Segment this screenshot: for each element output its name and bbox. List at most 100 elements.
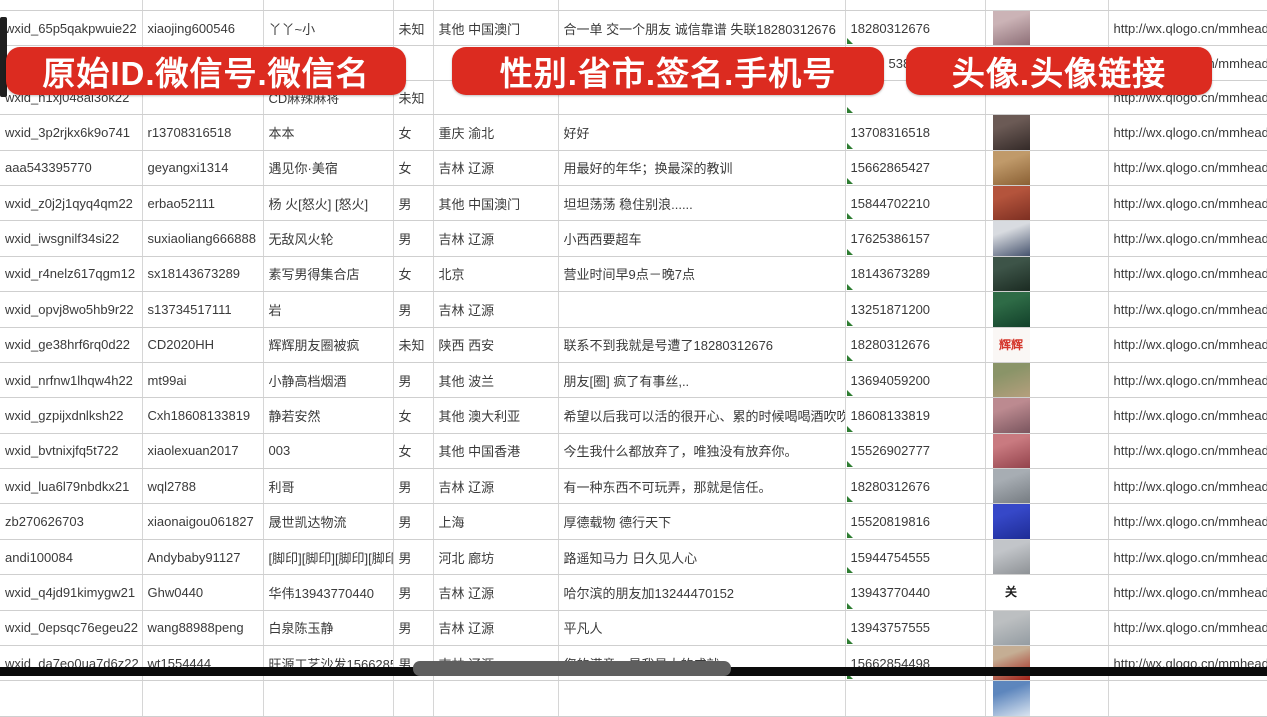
cell-wxid[interactable]: wxid_3p2rjkx6k9o741 [0, 114, 143, 151]
cell-wxid[interactable]: wxid_r4nelz617qgm12 [0, 256, 143, 293]
cell-wxid[interactable]: wxid_opvj8wo5hb9r22 [0, 291, 143, 328]
cell-wxid[interactable]: aaa543395770 [0, 150, 143, 186]
cell-signature[interactable]: 用最好的年华；换最深的教训 [558, 150, 846, 186]
cell-wxid[interactable]: wxid_gzpijxdnlksh22 [0, 397, 143, 434]
cell-region[interactable]: 吉林 辽源 [433, 610, 559, 647]
cell-phone[interactable]: 18280312676 [845, 327, 986, 363]
cell-region[interactable]: 重庆 渝北 [433, 114, 559, 151]
cell-signature[interactable]: 希望以后我可以活的很开心、累的时候喝喝酒吹吹[ [558, 397, 846, 434]
cell-signature[interactable]: 厚德载物 德行天下 [558, 503, 846, 540]
cell-wxid[interactable]: wxid_z0j2j1qyq4qm22 [0, 185, 143, 222]
cell-avatar[interactable]: 关 [985, 574, 1109, 611]
cell-wechat-id[interactable] [142, 680, 264, 717]
cell-avatar-url[interactable]: http://wx.qlogo.cn/mmhead [1108, 574, 1267, 611]
cell-wechat-id[interactable]: Andybaby91127 [142, 539, 264, 576]
cell-avatar[interactable] [985, 114, 1109, 151]
cell-avatar-url[interactable]: http://wx.qlogo.cn/mmhead [1108, 468, 1267, 505]
cell-gender[interactable]: 未知 [393, 10, 434, 47]
cell-phone[interactable]: 15944754555 [845, 539, 986, 576]
cell-avatar[interactable] [985, 433, 1109, 470]
cell-avatar-url[interactable] [1108, 680, 1267, 717]
cell-signature[interactable]: 平凡人 [558, 610, 846, 647]
cell-nickname[interactable]: [脚印][脚印][脚印][脚印 [263, 539, 394, 576]
cell-gender[interactable]: 男 [393, 468, 434, 505]
cell-nickname[interactable]: 杨 火[怒火] [怒火] [263, 185, 394, 222]
cell-signature[interactable]: 路遥知马力 日久见人心 [558, 539, 846, 576]
cell-region[interactable]: 其他 中国澳门 [433, 185, 559, 222]
cell-gender[interactable]: 女 [393, 433, 434, 470]
cell-region[interactable]: 其他 中国澳门 [433, 10, 559, 47]
scrubber-handle[interactable] [413, 661, 731, 676]
cell-wechat-id[interactable]: CD2020HH [142, 327, 264, 363]
cell-gender[interactable]: 男 [393, 185, 434, 222]
cell-gender[interactable]: 女 [393, 397, 434, 434]
cell-avatar-url[interactable]: http://wx.qlogo.cn/mmhead [1108, 503, 1267, 540]
cell-wechat-id[interactable]: r13708316518 [142, 114, 264, 151]
cell-phone[interactable]: 15662865427 [845, 150, 986, 186]
cell-avatar-url[interactable]: http://wx.qlogo.cn/mmhead [1108, 185, 1267, 222]
cell-nickname[interactable]: 白泉陈玉静 [263, 610, 394, 647]
cell-wxid[interactable]: wxid_lua6l79nbdkx21 [0, 468, 143, 505]
cell-avatar[interactable] [985, 397, 1109, 434]
cell-wxid[interactable]: wxid_65p5qakpwuie22 [0, 10, 143, 47]
cell-region[interactable]: 其他 中国香港 [433, 433, 559, 470]
cell-gender[interactable]: 男 [393, 539, 434, 576]
cell-avatar[interactable] [985, 468, 1109, 505]
cell-gender[interactable]: 男 [393, 220, 434, 257]
cell-avatar[interactable] [985, 610, 1109, 647]
cell-phone[interactable]: 15526902777 [845, 433, 986, 470]
cell-gender[interactable]: 男 [393, 503, 434, 540]
cell-signature[interactable]: 营业时间早9点－晚7点 [558, 256, 846, 293]
cell-region[interactable]: 河北 廊坊 [433, 539, 559, 576]
cell-phone[interactable]: 13694059200 [845, 362, 986, 399]
cell-wxid[interactable]: wxid_bvtnixjfq5t722 [0, 433, 143, 470]
cell-avatar-url[interactable]: http://wx.qlogo.cn/mmhead [1108, 327, 1267, 363]
cell-phone[interactable] [845, 680, 986, 717]
cell-avatar[interactable] [985, 256, 1109, 293]
cell-wechat-id[interactable]: s13734517111 [142, 291, 264, 328]
cell-gender[interactable]: 未知 [393, 327, 434, 363]
cell-signature[interactable]: 合一单 交一个朋友 诚信靠谱 失联18280312676 [558, 10, 846, 47]
cell-avatar-url[interactable]: http://wx.qlogo.cn/mmhead [1108, 291, 1267, 328]
cell-avatar-url[interactable]: http://wx.qlogo.cn/mmhead [1108, 433, 1267, 470]
cell-wxid[interactable]: wxid_nrfnw1lhqw4h22 [0, 362, 143, 399]
cell-gender[interactable]: 男 [393, 574, 434, 611]
cell-phone[interactable]: 18280312676 [845, 468, 986, 505]
cell-nickname[interactable]: 晟世凯达物流 [263, 503, 394, 540]
cell-nickname[interactable]: 003 [263, 433, 394, 470]
cell-signature[interactable]: 今生我什么都放弃了，唯独没有放弃你。 [558, 433, 846, 470]
cell-gender[interactable]: 男 [393, 362, 434, 399]
cell-avatar-url[interactable]: http://wx.qlogo.cn/mmhead [1108, 10, 1267, 47]
cell-signature[interactable]: 联系不到我就是号遭了18280312676 [558, 327, 846, 363]
cell-nickname[interactable] [263, 680, 394, 717]
cell-region[interactable]: 其他 澳大利亚 [433, 397, 559, 434]
cell-phone[interactable]: 13943770440 [845, 574, 986, 611]
cell-nickname[interactable]: 利哥 [263, 468, 394, 505]
cell-wechat-id[interactable]: geyangxi1314 [142, 150, 264, 186]
cell-avatar[interactable]: 辉辉 [985, 327, 1109, 363]
cell-avatar[interactable] [985, 10, 1109, 47]
cell-avatar-url[interactable]: http://wx.qlogo.cn/mmhead [1108, 610, 1267, 647]
cell-avatar-url[interactable]: http://wx.qlogo.cn/mmhead [1108, 362, 1267, 399]
cell-nickname[interactable]: 岩 [263, 291, 394, 328]
cell-wechat-id[interactable]: wql2788 [142, 468, 264, 505]
cell-region[interactable]: 其他 波兰 [433, 362, 559, 399]
cell-region[interactable]: 吉林 辽源 [433, 220, 559, 257]
cell-signature[interactable]: 好好 [558, 114, 846, 151]
cell-region[interactable]: 吉林 辽源 [433, 291, 559, 328]
cell-signature[interactable]: 坦坦荡荡 稳住别浪...... [558, 185, 846, 222]
cell-region[interactable]: 陕西 西安 [433, 327, 559, 363]
cell-nickname[interactable]: 静若安然 [263, 397, 394, 434]
cell-avatar-url[interactable]: http://wx.qlogo.cn/mmhead [1108, 397, 1267, 434]
cell-wxid[interactable]: wxid_ge38hrf6rq0d22 [0, 327, 143, 363]
cell-gender[interactable]: 男 [393, 291, 434, 328]
cell-avatar-url[interactable]: http://wx.qlogo.cn/mmhead [1108, 150, 1267, 186]
cell-signature[interactable] [558, 680, 846, 717]
cell-nickname[interactable]: 遇见你·美宿 [263, 150, 394, 186]
cell-avatar-url[interactable]: http://wx.qlogo.cn/mmhead [1108, 114, 1267, 151]
cell-signature[interactable] [558, 291, 846, 328]
cell-avatar[interactable] [985, 503, 1109, 540]
cell-signature[interactable]: 哈尔滨的朋友加13244470152 [558, 574, 846, 611]
cell-avatar-url[interactable]: http://wx.qlogo.cn/mmhead [1108, 256, 1267, 293]
cell-phone[interactable]: 17625386157 [845, 220, 986, 257]
